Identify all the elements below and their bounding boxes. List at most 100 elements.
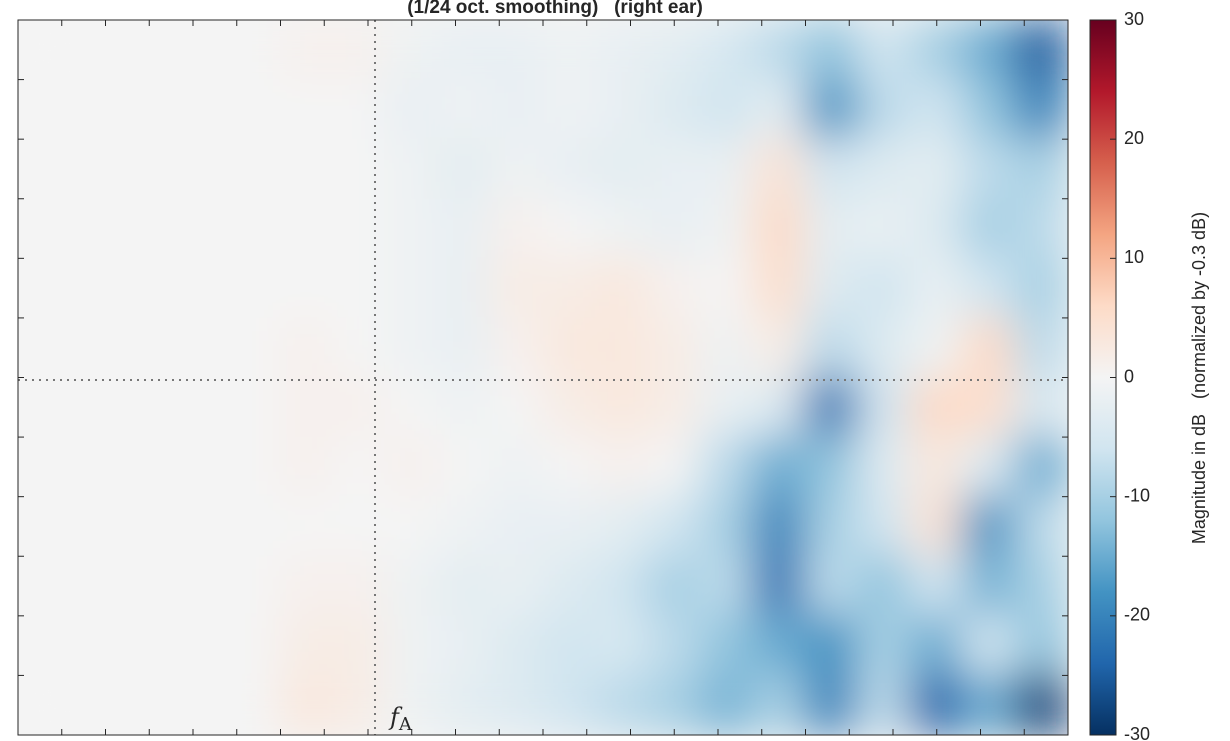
colorbar-tick-label: 20	[1124, 128, 1144, 148]
heatmap-cell	[174, 555, 229, 617]
heatmap-cell	[857, 555, 912, 617]
heatmap-cell	[647, 138, 702, 200]
heatmap-cell	[909, 674, 964, 735]
heatmap-cell	[857, 674, 912, 735]
heatmap-cell	[437, 614, 492, 677]
heatmap-cell	[909, 376, 964, 439]
heatmap-cell	[647, 316, 702, 379]
plot-area	[18, 20, 1068, 735]
heatmap-cell	[227, 674, 282, 735]
heatmap-cell	[699, 555, 754, 617]
heatmap-cell	[857, 614, 912, 677]
heatmap-cell	[542, 316, 597, 379]
heatmap-cell	[752, 257, 807, 319]
heatmap-cell	[909, 20, 964, 81]
heatmap-cell	[699, 436, 754, 498]
colorbar-tick-label: -20	[1124, 605, 1150, 625]
heatmap-cell	[699, 674, 754, 735]
heatmap-cell	[647, 257, 702, 319]
heatmap-cell	[69, 197, 124, 260]
colorbar-tick-label: -10	[1124, 485, 1150, 505]
heatmap-cell	[69, 614, 124, 677]
heatmap-cell	[1014, 316, 1068, 379]
heatmap-cell	[489, 555, 544, 617]
heatmap-cell	[909, 614, 964, 677]
heatmap-cell	[332, 257, 387, 319]
heatmap-cell	[594, 78, 649, 141]
heatmap-cell	[594, 436, 649, 498]
heatmap-cell	[69, 436, 124, 498]
heatmap-cell	[437, 257, 492, 319]
heatmap-cell	[962, 436, 1017, 498]
heatmap-cell	[384, 555, 439, 617]
heatmap-cell	[279, 495, 334, 558]
heatmap-cell	[489, 376, 544, 439]
heatmap-cell	[227, 138, 282, 200]
heatmap-cell	[542, 376, 597, 439]
heatmap-cell	[384, 316, 439, 379]
heatmap-cell	[174, 376, 229, 439]
heatmap-cell	[752, 316, 807, 379]
heatmap-cell	[647, 436, 702, 498]
heatmap-cell	[122, 20, 177, 81]
heatmap-cell	[752, 614, 807, 677]
heatmap-cell	[542, 495, 597, 558]
heatmap-cell	[1014, 138, 1068, 200]
colorbar-tick-label: 0	[1124, 366, 1134, 386]
heatmap-cell	[174, 316, 229, 379]
heatmap-cell	[542, 555, 597, 617]
heatmap-cell	[489, 78, 544, 141]
heatmap-cell	[489, 138, 544, 200]
heatmap-cell	[594, 495, 649, 558]
heatmap-cell	[437, 20, 492, 81]
heatmap	[18, 20, 1068, 735]
heatmap-cell	[384, 78, 439, 141]
heatmap-cell	[437, 436, 492, 498]
heatmap-cell	[174, 20, 229, 81]
heatmap-cell	[332, 376, 387, 439]
heatmap-cell	[647, 555, 702, 617]
heatmap-cell	[122, 495, 177, 558]
heatmap-cell	[437, 138, 492, 200]
heatmap-cell	[227, 436, 282, 498]
heatmap-cell	[594, 316, 649, 379]
heatmap-cell	[332, 674, 387, 735]
heatmap-cell	[18, 436, 72, 498]
heatmap-cell	[752, 436, 807, 498]
heatmap-cell	[489, 257, 544, 319]
heatmap-cell	[962, 674, 1017, 735]
heatmap-cell	[18, 614, 72, 677]
heatmap-cell	[174, 197, 229, 260]
heatmap-cell	[962, 197, 1017, 260]
heatmap-cell	[647, 495, 702, 558]
heatmap-cell	[69, 316, 124, 379]
heatmap-cell	[227, 376, 282, 439]
heatmap-cell	[962, 495, 1017, 558]
heatmap-cell	[699, 376, 754, 439]
heatmap-cell	[962, 316, 1017, 379]
heatmap-cell	[1014, 614, 1068, 677]
heatmap-cell	[69, 495, 124, 558]
heatmap-cell	[332, 555, 387, 617]
axis-ticks	[18, 20, 1068, 735]
heatmap-cell	[18, 555, 72, 617]
heatmap-cell	[69, 257, 124, 319]
heatmap-cell	[69, 78, 124, 141]
heatmap-cell	[594, 20, 649, 81]
colorbar-tick-label: 30	[1124, 9, 1144, 29]
heatmap-cell	[647, 376, 702, 439]
heatmap-cell	[752, 138, 807, 200]
colorbar-tick-label: -30	[1124, 724, 1150, 741]
heatmap-cell	[1014, 376, 1068, 439]
heatmap-cell	[752, 20, 807, 81]
heatmap-cell	[909, 495, 964, 558]
heatmap-cell	[804, 495, 859, 558]
colorbar-label: Magnitude in dB (normalized by -0.3 dB)	[1189, 212, 1209, 544]
chart-title: (1/24 oct. smoothing) (right ear)	[407, 0, 703, 18]
heatmap-cell	[1014, 197, 1068, 260]
heatmap-cell	[174, 257, 229, 319]
heatmap-cell	[227, 316, 282, 379]
heatmap-cell	[594, 138, 649, 200]
heatmap-cell	[174, 495, 229, 558]
